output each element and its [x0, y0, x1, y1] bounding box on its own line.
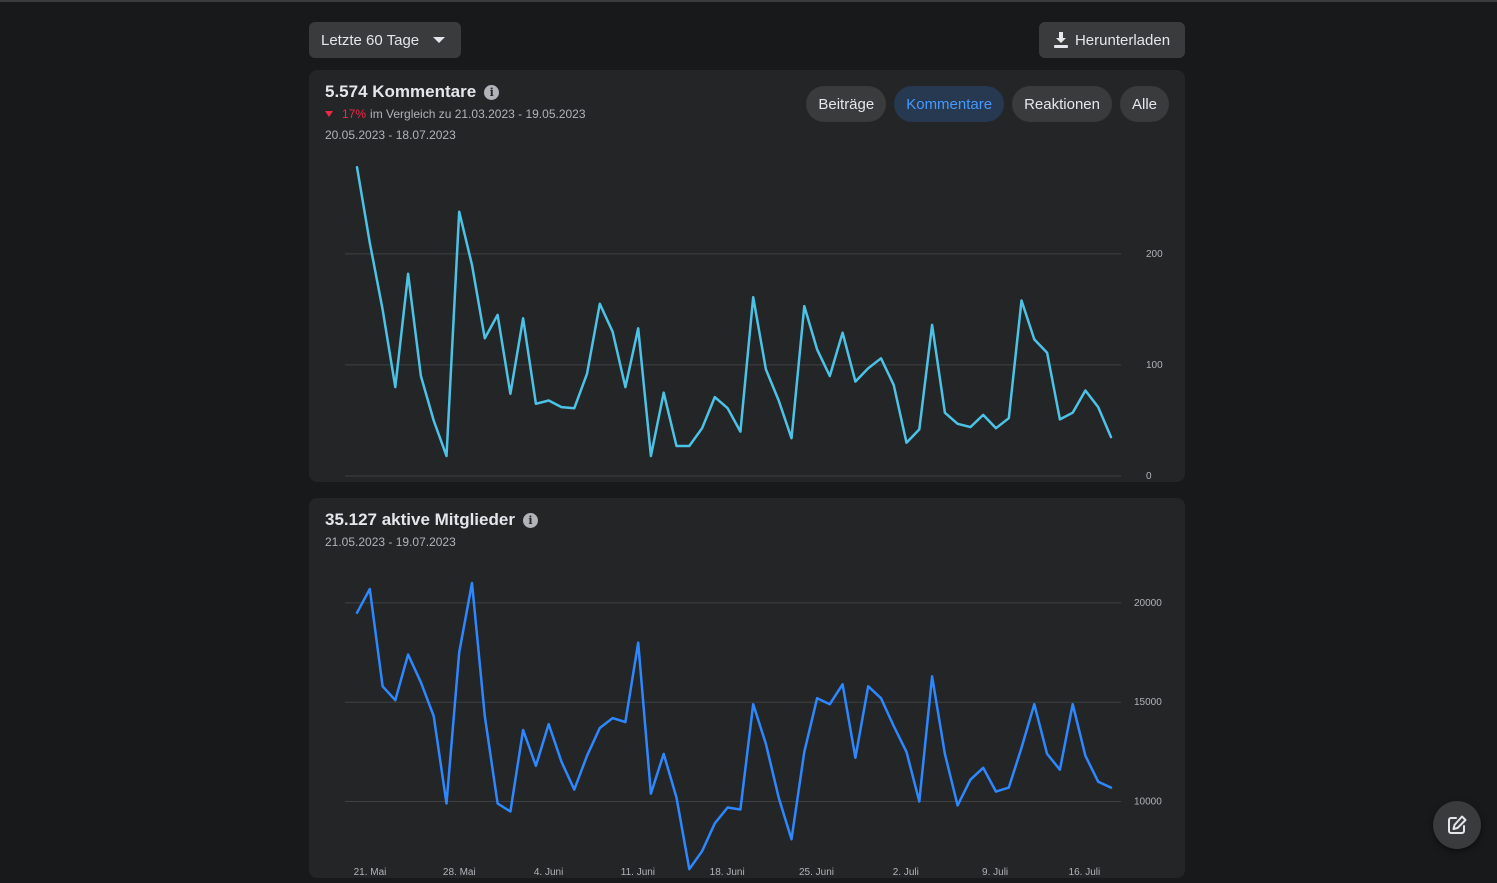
members-chart: 10000 15000 20000 21. Mai 28. Mai 4. Juni 11. …	[309, 498, 1185, 883]
y-tick-label: 20000	[1134, 598, 1162, 609]
date-range-dropdown[interactable]: Letzte 60 Tage	[309, 22, 461, 58]
members-title: 35.127 aktive Mitglieder	[325, 510, 515, 529]
change-percent: 17%	[342, 107, 367, 121]
tab-beitraege[interactable]: Beiträge	[806, 86, 887, 122]
comments-title-row: 5.574 Kommentare i	[325, 82, 500, 102]
y-tick-label: 10000	[1134, 797, 1162, 808]
x-tick-label: 11. Juni	[621, 867, 655, 878]
comparison-row: 17% im Vergleich zu 21.03.2023 - 19.05.2…	[325, 107, 586, 121]
comments-card: 5.574 Kommentare i 17% im Vergleich zu 2…	[309, 70, 1185, 510]
x-tick-label: 18. Juni	[710, 867, 745, 878]
info-icon[interactable]: i	[522, 512, 538, 528]
y-tick-label: 15000	[1134, 697, 1162, 708]
x-tick-label: 2. Juli	[893, 867, 919, 878]
edit-icon	[1448, 815, 1467, 834]
metric-tabs: Beiträge Kommentare Reaktionen Alle	[806, 86, 1169, 122]
comments-date-range: 20.05.2023 - 18.07.2023	[325, 128, 456, 142]
x-tick-label: 25. Juni	[799, 867, 834, 878]
info-icon[interactable]: i	[484, 84, 500, 100]
date-range-label: Letzte 60 Tage	[321, 31, 420, 49]
top-border	[0, 0, 1497, 2]
members-date-range: 21.05.2023 - 19.07.2023	[325, 535, 456, 549]
members-line-chart: 10000 15000 20000 21. Mai 28. Mai 4. Juni 11. …	[345, 581, 1162, 878]
download-button[interactable]: Herunterladen	[1039, 22, 1185, 58]
x-tick-label: 21. Mai	[354, 867, 387, 878]
compose-button[interactable]	[1433, 801, 1481, 849]
members-title-row: 35.127 aktive Mitglieder i	[325, 510, 538, 530]
download-label: Herunterladen	[1074, 31, 1171, 49]
toolbar: Letzte 60 Tage Herunterladen	[309, 22, 1185, 58]
tab-reaktionen[interactable]: Reaktionen	[1012, 86, 1112, 122]
x-tick-label: 9. Juli	[982, 867, 1008, 878]
tab-alle[interactable]: Alle	[1119, 86, 1169, 122]
tab-kommentare[interactable]: Kommentare	[894, 86, 1005, 122]
series-line	[355, 165, 1113, 458]
trend-down-icon	[325, 111, 333, 117]
y-tick-label: 100	[1146, 360, 1163, 371]
x-tick-label: 16. Juli	[1069, 867, 1101, 878]
comments-title: 5.574 Kommentare	[325, 82, 477, 101]
compare-text: im Vergleich zu 21.03.2023 - 19.05.2023	[370, 107, 586, 121]
y-tick-label: 200	[1146, 249, 1163, 260]
download-icon	[1053, 32, 1068, 48]
x-tick-label: 28. Mai	[443, 867, 476, 878]
x-tick-label: 4. Juni	[534, 867, 563, 878]
caret-down-icon	[433, 37, 445, 43]
members-card: 35.127 aktive Mitglieder i 21.05.2023 - …	[309, 498, 1185, 878]
y-tick-label: 0	[1146, 471, 1152, 482]
series-line	[355, 581, 1113, 871]
insights-panel: Letzte 60 Tage Herunterladen 5.574 Komme…	[309, 22, 1185, 878]
